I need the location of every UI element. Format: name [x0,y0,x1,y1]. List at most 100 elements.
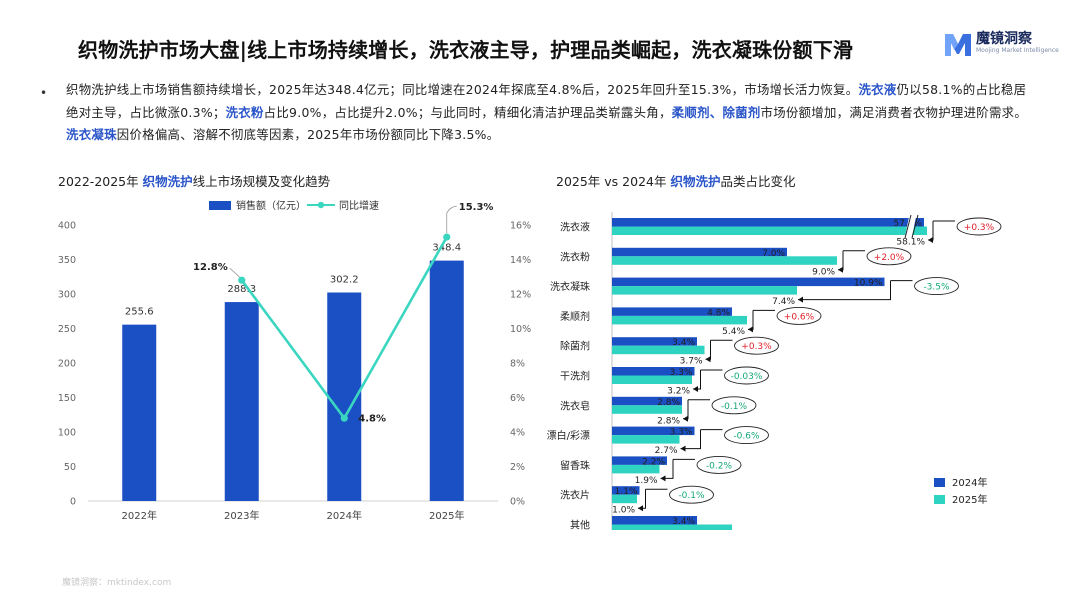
value-label-2025: 3.2% [667,387,690,397]
sales-bar-label: 348.4 [432,243,461,254]
right-chart-title-suffix: 品类占比变化 [720,174,796,189]
growth-label-leader [229,267,241,278]
category-share-bar-chart: 洗衣液57.8%58.1%+0.3%洗衣粉7.0%9.0%+2.0%洗衣凝珠10… [547,212,1002,530]
bullet-dot: • [40,86,48,100]
value-label-2024: 3.3% [670,368,693,378]
bar-2025 [612,286,797,295]
paragraph-text: 因价格偏高、溶解不彻底等因素，2025年市场份额同比下降3.5%。 [116,127,500,142]
change-arrowhead [838,266,843,273]
change-up-label: +0.3% [741,342,772,352]
value-label-2025: 58.1% [896,238,925,248]
category-label: 柔顺剂 [560,310,590,323]
change-ellipse [724,366,769,385]
change-arrowhead [798,296,803,303]
page-title: 织物洗护市场大盘|线上市场持续增长，洗衣液主导，护理品类崛起，洗衣凝珠份额下滑 [78,38,854,62]
change-arrowhead [705,356,711,363]
change-ellipse [914,277,959,296]
x-tick-label: 2024年 [327,509,362,522]
change-ellipse [711,396,757,415]
change-arrowhead [928,237,933,243]
change-arrowhead [680,445,686,452]
logo-name: 魔镜洞察 [976,31,1032,47]
change-ellipse [776,306,822,325]
change-arrowhead [660,475,666,482]
value-label-2025: 5.4% [722,327,745,337]
change-arrow [928,220,955,241]
bar-2024 [612,456,667,465]
value-label-2025: 1.9% [635,476,658,486]
bar-2024 [612,218,924,227]
change-arrowhead [748,326,753,333]
y-left-tick-label: 150 [58,393,76,404]
value-label-2024: 3.4% [672,338,695,348]
bar-2025 [612,494,637,504]
growth-point [238,276,246,284]
change-up-label: +0.6% [784,312,815,322]
change-arrow [748,309,775,330]
y-left-tick-label: 100 [58,428,76,439]
y-right-tick-label: 8% [510,359,525,370]
y-left-tick-label: 300 [58,290,76,301]
bar-2024 [612,486,640,495]
axis-break-gap [904,215,917,238]
change-down-label: -0.1% [721,402,748,412]
legend-swatch-2024 [934,478,945,487]
paragraph-text: 织物洗护线上市场销售额持续增长，2025年达348.4亿元；同比增速在2024年… [66,82,859,97]
bar-2025 [612,226,927,235]
legend-marker-growth [317,201,325,209]
bar-2024 [612,277,885,287]
value-label-2024: 3.4% [672,517,695,527]
change-arrow [693,369,723,390]
sales-bar [122,324,157,501]
value-label-2025: 2.7% [655,446,678,456]
value-label-2024: 2.8% [657,398,680,408]
change-arrow [638,488,668,509]
y-left-tick-label: 200 [58,359,76,370]
change-arrow [680,429,723,450]
value-label-2024: 4.8% [707,308,730,318]
growth-label: 15.3% [459,202,494,213]
value-label-2024: 2.2% [642,457,665,467]
change-up-label: +2.0% [874,253,905,263]
bar-2025 [612,464,660,474]
bar-2025 [612,256,837,265]
category-label: 留香珠 [560,459,590,472]
y-left-tick-label: 400 [58,221,76,232]
bar-2024 [612,426,695,436]
footer-source: 魔镜洞察：mktindex.com [62,578,172,588]
change-arrow [838,250,865,271]
growth-label-leader [446,205,457,234]
change-arrowhead [683,415,688,422]
bar-2024 [612,516,697,525]
logo-subtitle: Moojing Market Intelligence [976,47,1059,54]
bar-2025 [612,315,747,325]
x-tick-label: 2025年 [429,509,464,522]
sales-bar-label: 288.3 [227,284,256,295]
change-down-label: -3.5% [923,283,950,293]
growth-point [340,414,348,422]
paragraph-text: 市场份额增加，满足消费者衣物护理进阶需求。 [760,104,1028,120]
left-chart-title-prefix: 2022-2025年 [58,174,143,189]
change-ellipse [724,426,769,445]
right-chart-title-highlight: 织物洗护 [670,174,721,189]
growth-point [443,233,451,241]
category-label: 洗衣粉 [560,250,590,263]
y-right-tick-label: 0% [510,497,525,508]
value-label-2025: 7.4% [772,297,795,307]
bar-2025 [612,375,692,384]
bar-2024 [612,247,787,257]
bar-2024 [612,396,682,406]
value-label-2025: 3.7% [680,357,703,367]
y-left-tick-label: 50 [64,462,76,473]
value-label-2024: 1.1% [615,487,638,497]
paragraph-text: 仍以58.1%的占比稳居绝对主导，占比微涨0.3%； [66,82,1027,120]
y-left-tick-label: 250 [58,324,76,335]
growth-label: 12.8% [193,262,228,273]
bar-2024 [612,337,697,346]
bar-2025 [612,405,682,414]
change-down-label: -0.1% [678,491,705,501]
x-tick-label: 2023年 [224,509,259,522]
logo-mark-icon [945,34,971,56]
change-down-label: -0.2% [706,461,733,471]
highlight-term: 洗衣粉 [225,104,264,120]
